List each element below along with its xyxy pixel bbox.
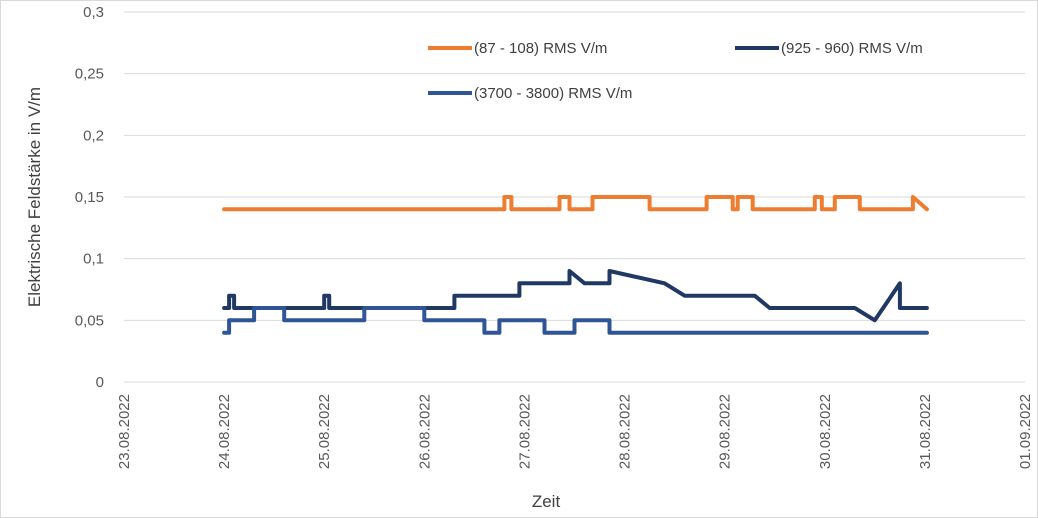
y-tick-label: 0,3 [83,4,104,21]
y-tick-label: 0,15 [75,189,104,206]
y-tick-label: 0,25 [75,66,104,83]
x-tick-label: 27.08.2022 [516,394,533,469]
x-axis-title: Zeit [532,492,561,511]
x-tick-label: 29.08.2022 [717,394,734,469]
x-tick-labels: 23.08.2022 24.08.2022 25.08.2022 26.08.2022… [116,394,1034,469]
legend: (87 - 108) RMS V/m (925 - 960) RMS V/m (37… [428,40,923,102]
y-tick-label: 0,1 [83,251,104,268]
series-line-1 [222,269,929,323]
y-tick-label: 0 [96,374,104,391]
x-tick-label: 28.08.2022 [617,394,634,469]
x-tick-label: 25.08.2022 [316,394,333,469]
x-tick-label: 01.09.2022 [1017,394,1034,469]
y-tick-label: 0,2 [83,127,104,144]
series-lines [222,195,929,335]
legend-label: (87 - 108) RMS V/m [474,40,607,57]
y-tick-label: 0,05 [75,312,104,329]
series-line-2 [222,306,929,335]
x-tick-label: 26.08.2022 [416,394,433,469]
y-tick-labels: 0 0,05 0,1 0,15 0,2 0,25 0,3 [75,4,104,391]
x-tick-label: 30.08.2022 [817,394,834,469]
series-line-0 [222,195,929,212]
x-tick-label: 24.08.2022 [216,394,233,469]
legend-label: (925 - 960) RMS V/m [781,40,923,57]
x-tick-label: 23.08.2022 [116,394,133,469]
y-axis-title: Elektrische Feldstärke in V/m [25,87,44,307]
x-tick-label: 31.08.2022 [917,394,934,469]
legend-label: (3700 - 3800) RMS V/m [474,85,632,102]
